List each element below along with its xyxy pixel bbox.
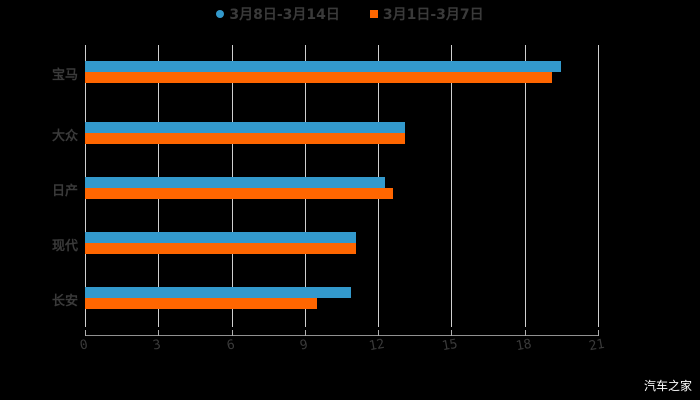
x-tick-label: 12 <box>367 336 386 355</box>
x-axis-line <box>85 335 598 336</box>
x-tick <box>304 330 306 336</box>
bar-week1[interactable] <box>85 72 552 83</box>
category-label: 现代 <box>51 239 78 254</box>
x-tick <box>378 330 380 336</box>
gridline <box>598 45 599 327</box>
plot-area <box>85 45 599 327</box>
category-label: 大众 <box>51 129 78 144</box>
x-tick <box>85 330 86 336</box>
x-tick <box>524 330 526 336</box>
x-tick-label: 6 <box>225 337 236 354</box>
watermark: 汽车之家 <box>643 379 692 393</box>
bar-week2[interactable] <box>85 122 405 133</box>
chart-legend: 3月8日-3月14日 3月1日-3月7日 <box>0 4 700 24</box>
legend-label: 3月8日-3月14日 <box>229 7 340 23</box>
bar-week1[interactable] <box>85 298 318 309</box>
x-tick-label: 9 <box>298 337 309 354</box>
x-tick <box>451 330 453 336</box>
x-tick <box>598 330 599 336</box>
x-tick-label: 18 <box>514 336 533 355</box>
legend-item-week2[interactable]: 3月8日-3月14日 <box>216 4 340 24</box>
x-tick-label: 21 <box>587 336 606 355</box>
category-label: 长安 <box>51 294 78 309</box>
bar-week2[interactable] <box>85 61 562 72</box>
bar-week1[interactable] <box>85 188 393 199</box>
bar-week2[interactable] <box>85 232 357 243</box>
legend-marker-blue-icon <box>216 10 225 18</box>
bar-week2[interactable] <box>85 177 386 188</box>
gridline <box>524 45 526 327</box>
legend-label: 3月1日-3月7日 <box>382 7 484 23</box>
category-label: 日产 <box>51 184 78 199</box>
x-tick <box>158 330 160 336</box>
legend-item-week1[interactable]: 3月1日-3月7日 <box>369 4 484 24</box>
x-tick-label: 15 <box>441 336 460 355</box>
bar-week2[interactable] <box>85 287 352 298</box>
x-tick-label: 3 <box>152 337 163 354</box>
bar-week1[interactable] <box>85 243 357 254</box>
category-label: 宝马 <box>51 68 78 83</box>
x-tick <box>231 330 233 336</box>
gridline <box>451 45 453 327</box>
legend-marker-orange-icon <box>369 10 378 18</box>
bar-week1[interactable] <box>85 133 405 144</box>
x-tick-label: 0 <box>78 337 90 354</box>
